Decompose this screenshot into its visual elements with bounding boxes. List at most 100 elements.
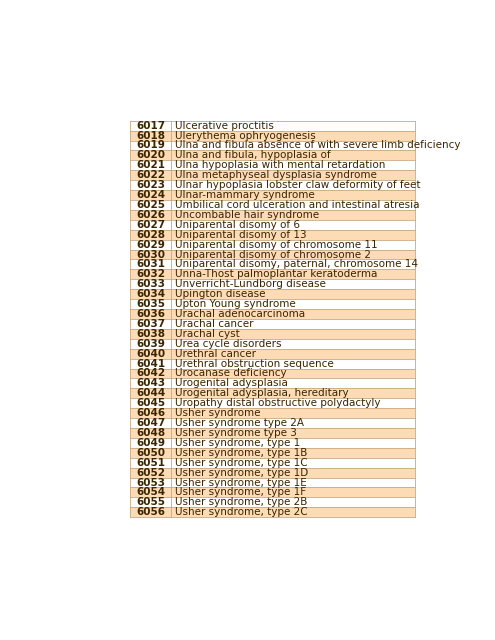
Text: Urethral cancer: Urethral cancer: [175, 349, 256, 358]
Text: Uniparental disomy of chromosome 11: Uniparental disomy of chromosome 11: [175, 239, 378, 250]
Text: 6050: 6050: [136, 448, 165, 458]
Bar: [130, 319, 414, 329]
Text: Usher syndrome, type 1F: Usher syndrome, type 1F: [175, 488, 306, 497]
Bar: [130, 121, 414, 131]
Text: 6054: 6054: [136, 488, 165, 497]
Bar: [130, 239, 414, 250]
Text: 6055: 6055: [136, 497, 165, 508]
Text: 6023: 6023: [136, 180, 165, 190]
Text: 6030: 6030: [136, 250, 165, 260]
Text: Usher syndrome type 2A: Usher syndrome type 2A: [175, 418, 304, 428]
Text: Umbilical cord ulceration and intestinal atresia: Umbilical cord ulceration and intestinal…: [175, 200, 420, 210]
Text: Ulnar-mammary syndrome: Ulnar-mammary syndrome: [175, 190, 315, 200]
Bar: [130, 418, 414, 428]
Text: 6056: 6056: [136, 508, 165, 517]
Text: 6052: 6052: [136, 468, 165, 477]
Text: 6042: 6042: [136, 369, 165, 378]
Text: 6018: 6018: [136, 131, 165, 141]
Text: 6026: 6026: [136, 210, 165, 220]
Bar: [130, 488, 414, 497]
Text: Ulcerative proctitis: Ulcerative proctitis: [175, 121, 274, 131]
Bar: [130, 448, 414, 458]
Text: 6021: 6021: [136, 160, 165, 170]
Text: Urethral obstruction sequence: Urethral obstruction sequence: [175, 358, 334, 369]
Text: 6039: 6039: [136, 339, 165, 349]
Text: 6044: 6044: [136, 388, 165, 398]
Bar: [130, 150, 414, 161]
Text: 6032: 6032: [136, 269, 165, 279]
Bar: [130, 369, 414, 378]
Text: 6038: 6038: [136, 329, 165, 339]
Bar: [130, 349, 414, 358]
Bar: [130, 299, 414, 309]
Text: Urachal cancer: Urachal cancer: [175, 319, 253, 329]
Text: 6048: 6048: [136, 428, 165, 438]
Text: 6027: 6027: [136, 220, 165, 230]
Text: Uniparental disomy of chromosome 2: Uniparental disomy of chromosome 2: [175, 250, 371, 260]
Text: 6019: 6019: [136, 140, 165, 150]
Text: Unna-Thost palmoplantar keratoderma: Unna-Thost palmoplantar keratoderma: [175, 269, 378, 279]
Bar: [130, 358, 414, 369]
Text: Ulerythema ophryogenesis: Ulerythema ophryogenesis: [175, 131, 316, 141]
Bar: [130, 259, 414, 269]
Bar: [130, 508, 414, 517]
Text: 6036: 6036: [136, 309, 165, 319]
Text: Ulna and fibula absence of with severe limb deficiency: Ulna and fibula absence of with severe l…: [175, 140, 461, 150]
Text: Unverricht-Lundborg disease: Unverricht-Lundborg disease: [175, 279, 326, 289]
Text: Uropathy distal obstructive polydactyly: Uropathy distal obstructive polydactyly: [175, 398, 381, 408]
Text: Usher syndrome: Usher syndrome: [175, 408, 261, 418]
Text: 6035: 6035: [136, 299, 165, 309]
Bar: [130, 477, 414, 488]
Text: Usher syndrome, type 1: Usher syndrome, type 1: [175, 438, 300, 448]
Bar: [130, 141, 414, 150]
Bar: [130, 220, 414, 230]
Text: Ulna hypoplasia with mental retardation: Ulna hypoplasia with mental retardation: [175, 160, 386, 170]
Text: Usher syndrome, type 1E: Usher syndrome, type 1E: [175, 477, 307, 488]
Bar: [130, 309, 414, 319]
Text: 6046: 6046: [136, 408, 165, 418]
Text: Ulna and fibula, hypoplasia of: Ulna and fibula, hypoplasia of: [175, 150, 331, 161]
Text: Urogenital adysplasia, hereditary: Urogenital adysplasia, hereditary: [175, 388, 349, 398]
Text: Uniparental disomy of 13: Uniparental disomy of 13: [175, 230, 307, 240]
Bar: [130, 329, 414, 339]
Bar: [130, 210, 414, 220]
Text: 6034: 6034: [136, 289, 165, 299]
Text: 6031: 6031: [136, 259, 165, 269]
Bar: [130, 497, 414, 508]
Text: Uniparental disomy, paternal, chromosome 14: Uniparental disomy, paternal, chromosome…: [175, 259, 418, 269]
Text: 6045: 6045: [136, 398, 165, 408]
Text: 6051: 6051: [136, 458, 165, 468]
Bar: [130, 289, 414, 299]
Bar: [130, 339, 414, 349]
Bar: [130, 190, 414, 200]
Bar: [130, 161, 414, 170]
Text: 6049: 6049: [136, 438, 165, 448]
Text: 6033: 6033: [136, 279, 165, 289]
Bar: [130, 388, 414, 398]
Bar: [130, 170, 414, 180]
Text: Urogenital adysplasia: Urogenital adysplasia: [175, 378, 288, 388]
Text: Urachal cyst: Urachal cyst: [175, 329, 240, 339]
Text: Urea cycle disorders: Urea cycle disorders: [175, 339, 282, 349]
Text: 6025: 6025: [136, 200, 165, 210]
Bar: [130, 438, 414, 448]
Text: Urocanase deficiency: Urocanase deficiency: [175, 369, 287, 378]
Text: Uncombable hair syndrome: Uncombable hair syndrome: [175, 210, 319, 220]
Text: Usher syndrome, type 1C: Usher syndrome, type 1C: [175, 458, 308, 468]
Text: 6029: 6029: [136, 239, 165, 250]
Text: 6028: 6028: [136, 230, 165, 240]
Text: 6020: 6020: [136, 150, 165, 161]
Text: Usher syndrome, type 1D: Usher syndrome, type 1D: [175, 468, 308, 477]
Bar: [130, 428, 414, 438]
Bar: [130, 398, 414, 408]
Text: Urachal adenocarcinoma: Urachal adenocarcinoma: [175, 309, 305, 319]
Bar: [130, 279, 414, 289]
Text: Ulnar hypoplasia lobster claw deformity of feet: Ulnar hypoplasia lobster claw deformity …: [175, 180, 421, 190]
Text: 6040: 6040: [136, 349, 165, 358]
Text: Upton Young syndrome: Upton Young syndrome: [175, 299, 296, 309]
Text: 6043: 6043: [136, 378, 165, 388]
Bar: [130, 378, 414, 388]
Text: 6047: 6047: [136, 418, 165, 428]
Text: Usher syndrome, type 1B: Usher syndrome, type 1B: [175, 448, 307, 458]
Bar: [130, 458, 414, 468]
